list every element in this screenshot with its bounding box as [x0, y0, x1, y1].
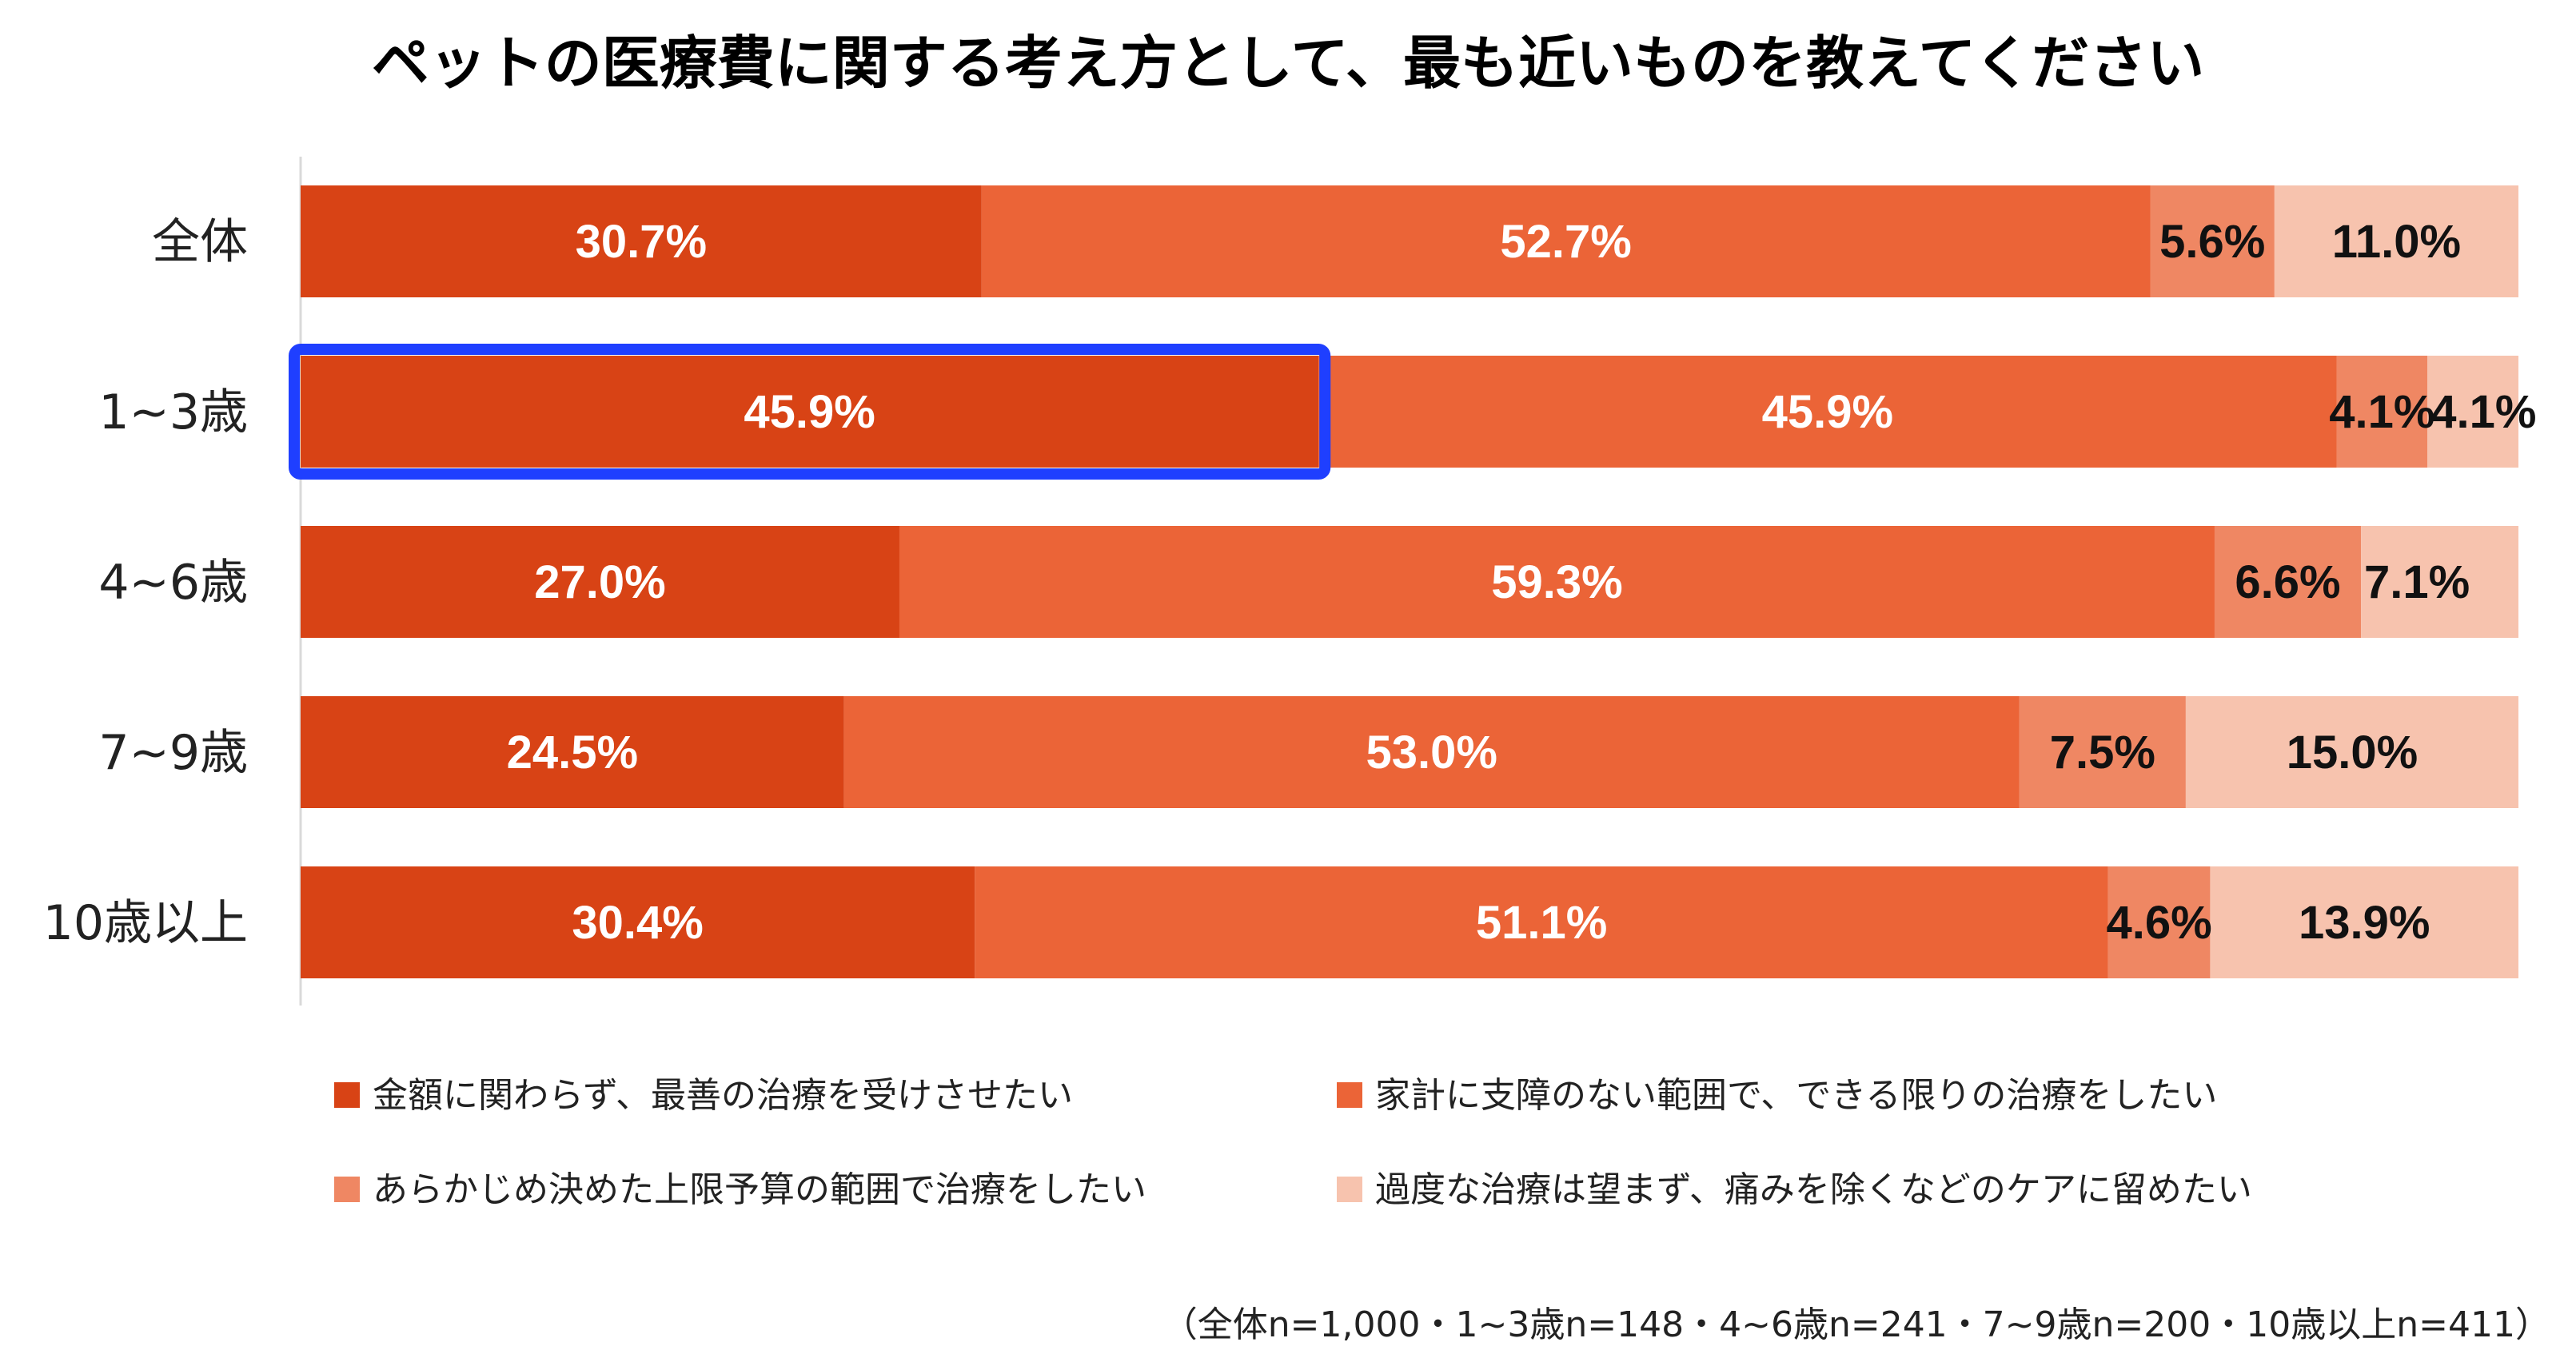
legend-label: あらかじめ決めた上限予算の範囲で治療をしたい: [373, 1169, 1146, 1210]
legend-swatch: [1337, 1177, 1362, 1202]
data-label: 6.6%: [2235, 556, 2340, 608]
category-label: 10歳以上: [43, 895, 248, 951]
legend: 金額に関わらず、最善の治療を受けさせたい 家計に支障のない範囲で、できる限りの治療…: [334, 1075, 2252, 1210]
bar-segment: [2274, 185, 2518, 297]
bar-segment: [2185, 696, 2518, 808]
bar-segment: [2210, 866, 2518, 978]
category-label: 4~6歳: [98, 555, 248, 611]
data-label: 45.9%: [744, 386, 875, 438]
data-label: 4.1%: [2430, 386, 2536, 438]
legend-swatch: [1337, 1082, 1362, 1108]
category-label: 1~3歳: [98, 384, 248, 440]
highlight-box: [289, 344, 1331, 480]
sample-size-note: （全体n=1,000・1~3歳n=148・4~6歳n=241・7~9歳n=200…: [1162, 1304, 2550, 1345]
data-label: 30.4%: [572, 897, 703, 949]
data-label: 4.1%: [2329, 386, 2434, 438]
bar-segment: [975, 866, 2108, 978]
bar-segment: [301, 356, 1319, 468]
chart-title: ペットの医療費に関する考え方として、最も近いものを教えてください: [372, 30, 2204, 97]
data-label: 45.9%: [1762, 386, 1893, 438]
data-label: 51.1%: [1476, 897, 1607, 949]
legend-label: 家計に支障のない範囲で、できる限りの治療をしたい: [1375, 1075, 2217, 1116]
highlight-layer: [289, 344, 1331, 480]
bar-segment: [2107, 866, 2211, 978]
bar-segment: [899, 526, 2215, 638]
bar-segment: [2336, 356, 2428, 468]
bar-segment: [2427, 356, 2518, 468]
data-label: 4.6%: [2107, 897, 2212, 949]
bar-segment: [2019, 696, 2186, 808]
bar-segment: [2361, 526, 2518, 638]
category-label: 7~9歳: [98, 725, 248, 781]
data-label: 7.5%: [2050, 727, 2155, 779]
bar-segment: [2150, 185, 2275, 297]
category-label: 全体: [152, 214, 248, 270]
data-label: 30.7%: [576, 216, 707, 268]
legend-swatch: [334, 1177, 360, 1202]
data-label: 11.0%: [2332, 216, 2461, 268]
bar-segment: [2214, 526, 2362, 638]
data-label: 53.0%: [1366, 727, 1497, 779]
bar-segment: [1318, 356, 2337, 468]
data-label: 59.3%: [1491, 556, 1622, 608]
data-label: 24.5%: [507, 727, 638, 779]
data-label: 27.0%: [534, 556, 665, 608]
data-label: 52.7%: [1500, 216, 1631, 268]
bars-layer: [301, 185, 2518, 978]
legend-label: 金額に関わらず、最善の治療を受けさせたい: [373, 1075, 1073, 1116]
data-label: 5.6%: [2159, 216, 2265, 268]
bar-segment: [301, 696, 844, 808]
bar-segment: [981, 185, 2151, 297]
data-label: 13.9%: [2299, 897, 2430, 949]
bar-segment: [301, 526, 899, 638]
legend-swatch: [334, 1082, 360, 1108]
bar-segment: [843, 696, 2020, 808]
labels-layer: 全体 30.7% 52.7% 5.6% 11.0%1~3歳 45.9% 45.9% 4.1%4…: [43, 214, 2537, 951]
bar-segment: [301, 866, 975, 978]
legend-label: 過度な治療は望まず、痛みを除くなどのケアに留めたい: [1375, 1169, 2252, 1210]
data-label: 15.0%: [2287, 727, 2418, 779]
data-label: 7.1%: [2364, 556, 2470, 608]
bar-segment: [301, 185, 982, 297]
